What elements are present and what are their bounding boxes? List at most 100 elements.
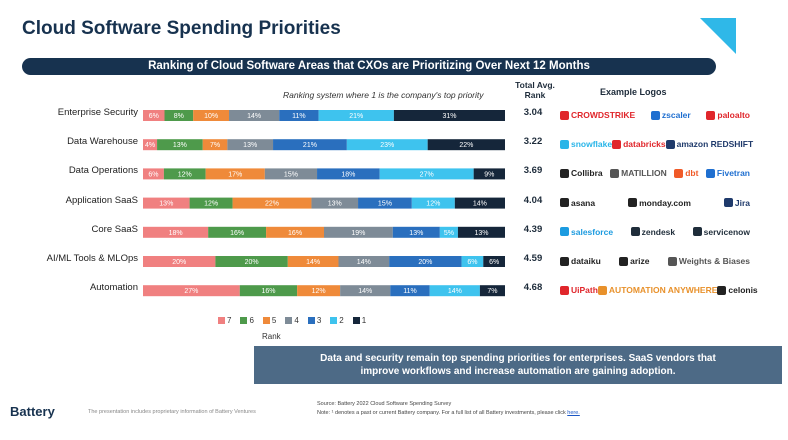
data-label: 14% bbox=[306, 259, 320, 266]
bar-segment-rank-5 bbox=[266, 226, 324, 238]
data-label: 20% bbox=[418, 259, 432, 266]
avg-rank-value: 3.04 bbox=[523, 107, 543, 118]
callout-line-2: improve workflows and increase automatio… bbox=[360, 366, 676, 377]
data-label: 17% bbox=[228, 171, 242, 178]
bar-segment-rank-4 bbox=[340, 285, 391, 297]
data-label: 27% bbox=[420, 171, 434, 178]
data-label: 13% bbox=[159, 201, 173, 208]
logos-header: Example Logos bbox=[600, 87, 667, 97]
category-label: Core SaaS bbox=[91, 223, 138, 235]
company-logo: MATILLION bbox=[610, 168, 667, 178]
bar-segment-rank-7 bbox=[143, 197, 190, 209]
category-label: Enterprise Security bbox=[57, 107, 138, 118]
disclaimer: The presentation includes proprietary in… bbox=[88, 409, 256, 415]
source-note: Source: Battery 2022 Cloud Software Spen… bbox=[317, 400, 580, 418]
logo-mark-icon bbox=[650, 110, 660, 120]
logo-text: celonis bbox=[728, 285, 758, 296]
logo-mark-icon bbox=[628, 198, 638, 208]
legend-swatch bbox=[330, 317, 338, 324]
investments-link[interactable]: here. bbox=[567, 410, 580, 416]
logo-text: asana bbox=[571, 197, 596, 208]
company-logo: celonis bbox=[717, 285, 758, 296]
data-label: 16% bbox=[288, 230, 302, 237]
data-label: 10% bbox=[204, 113, 218, 120]
data-label: 6% bbox=[149, 113, 159, 120]
logo-mark-icon bbox=[560, 168, 569, 178]
legend-swatch bbox=[262, 317, 270, 324]
bar-segment-rank-7 bbox=[143, 256, 216, 267]
data-label: 15% bbox=[284, 171, 298, 178]
logo-mark-icon bbox=[610, 168, 620, 178]
data-label: 12% bbox=[426, 201, 440, 208]
example-logos-row: salesforce zendesk servicenow bbox=[560, 222, 750, 242]
data-label: 13% bbox=[474, 230, 488, 237]
bar-segment-rank-5 bbox=[205, 168, 265, 180]
legend-item: 1 bbox=[352, 316, 366, 325]
logo-text: zendesk bbox=[641, 226, 676, 237]
avg-rank-header-line2: Rank bbox=[524, 90, 546, 100]
avg-rank-value: 4.59 bbox=[523, 253, 543, 264]
data-label: 14% bbox=[448, 288, 462, 295]
logo-mark-icon bbox=[706, 110, 716, 120]
legend-item: 2 bbox=[330, 316, 344, 325]
bar-segment-rank-3 bbox=[389, 256, 462, 267]
legend-swatch bbox=[285, 317, 293, 324]
category-label: Data Operations bbox=[68, 165, 138, 177]
legend-label: 6 bbox=[249, 316, 254, 325]
logo-mark-icon bbox=[560, 227, 569, 237]
logo-mark-icon bbox=[560, 285, 569, 295]
data-label: 16% bbox=[230, 230, 244, 237]
data-label: 4% bbox=[145, 142, 155, 149]
bar-segment-rank-5 bbox=[297, 285, 341, 297]
data-label: 31% bbox=[442, 113, 456, 120]
example-logos-row: CROWDSTRIKE zscaler paloalto bbox=[560, 105, 750, 125]
bar-segment-rank-1 bbox=[457, 226, 505, 238]
logo-text: Collibra bbox=[571, 168, 603, 179]
logo-mark-icon bbox=[560, 110, 569, 120]
bar-segment-rank-3 bbox=[358, 197, 412, 209]
company-logo: AUTOMATION ANYWHERE bbox=[597, 285, 718, 296]
company-logo: Jira bbox=[723, 198, 750, 208]
x-axis-label: Rank bbox=[262, 332, 281, 341]
example-logos-row: dataiku arize Weights & Biases bbox=[560, 251, 750, 271]
legend-label: 5 bbox=[271, 316, 277, 325]
avg-rank-header: Total Avg. Rank bbox=[505, 80, 565, 100]
data-label: 13% bbox=[328, 201, 342, 208]
company-logo: servicenow bbox=[692, 227, 750, 237]
data-label: 9% bbox=[484, 171, 494, 178]
logo-text: databricks bbox=[623, 139, 666, 150]
bar-segment-rank-6 bbox=[215, 256, 288, 267]
data-label: 13% bbox=[173, 142, 187, 149]
data-label: 14% bbox=[358, 288, 372, 295]
bar-segment-rank-3 bbox=[273, 139, 347, 151]
bar-segment-rank-7 bbox=[143, 110, 165, 121]
logo-text: CROWDSTRIKE bbox=[571, 110, 636, 120]
avg-rank-value: 4.39 bbox=[523, 223, 543, 235]
avg-rank-value: 4.68 bbox=[523, 282, 543, 294]
bar-segment-rank-3 bbox=[317, 168, 380, 180]
legend-label: 7 bbox=[227, 316, 232, 325]
logo-mark-icon bbox=[619, 256, 629, 266]
data-label: 20% bbox=[172, 259, 186, 266]
logo-mark-icon bbox=[692, 227, 702, 237]
bar-segment-rank-1 bbox=[454, 197, 505, 209]
logo-text: AUTOMATION ANYWHERE bbox=[608, 285, 718, 296]
bar-segment-rank-1 bbox=[483, 256, 505, 267]
legend-swatch bbox=[240, 317, 248, 324]
legend-item: 6 bbox=[240, 316, 254, 325]
company-logo: dataiku bbox=[560, 256, 601, 266]
data-label: 12% bbox=[204, 201, 218, 208]
company-logo: paloalto bbox=[706, 110, 750, 120]
company-logo: Collibra bbox=[560, 168, 603, 178]
page-title: Cloud Software Spending Priorities bbox=[22, 18, 341, 39]
data-label: 6% bbox=[148, 171, 158, 178]
ranking-note: Ranking system where 1 is the company's … bbox=[283, 90, 484, 100]
note-line: Note: ¹ denotes a past or current Batter… bbox=[317, 409, 580, 418]
avg-rank-header-line1: Total Avg. bbox=[515, 80, 555, 90]
bar-segment-rank-5 bbox=[232, 197, 312, 209]
data-label: 23% bbox=[380, 142, 394, 149]
data-label: 21% bbox=[303, 142, 317, 149]
data-label: 13% bbox=[409, 230, 423, 237]
logo-text: MATILLION bbox=[621, 168, 667, 179]
bar-segment-rank-7 bbox=[143, 226, 209, 238]
